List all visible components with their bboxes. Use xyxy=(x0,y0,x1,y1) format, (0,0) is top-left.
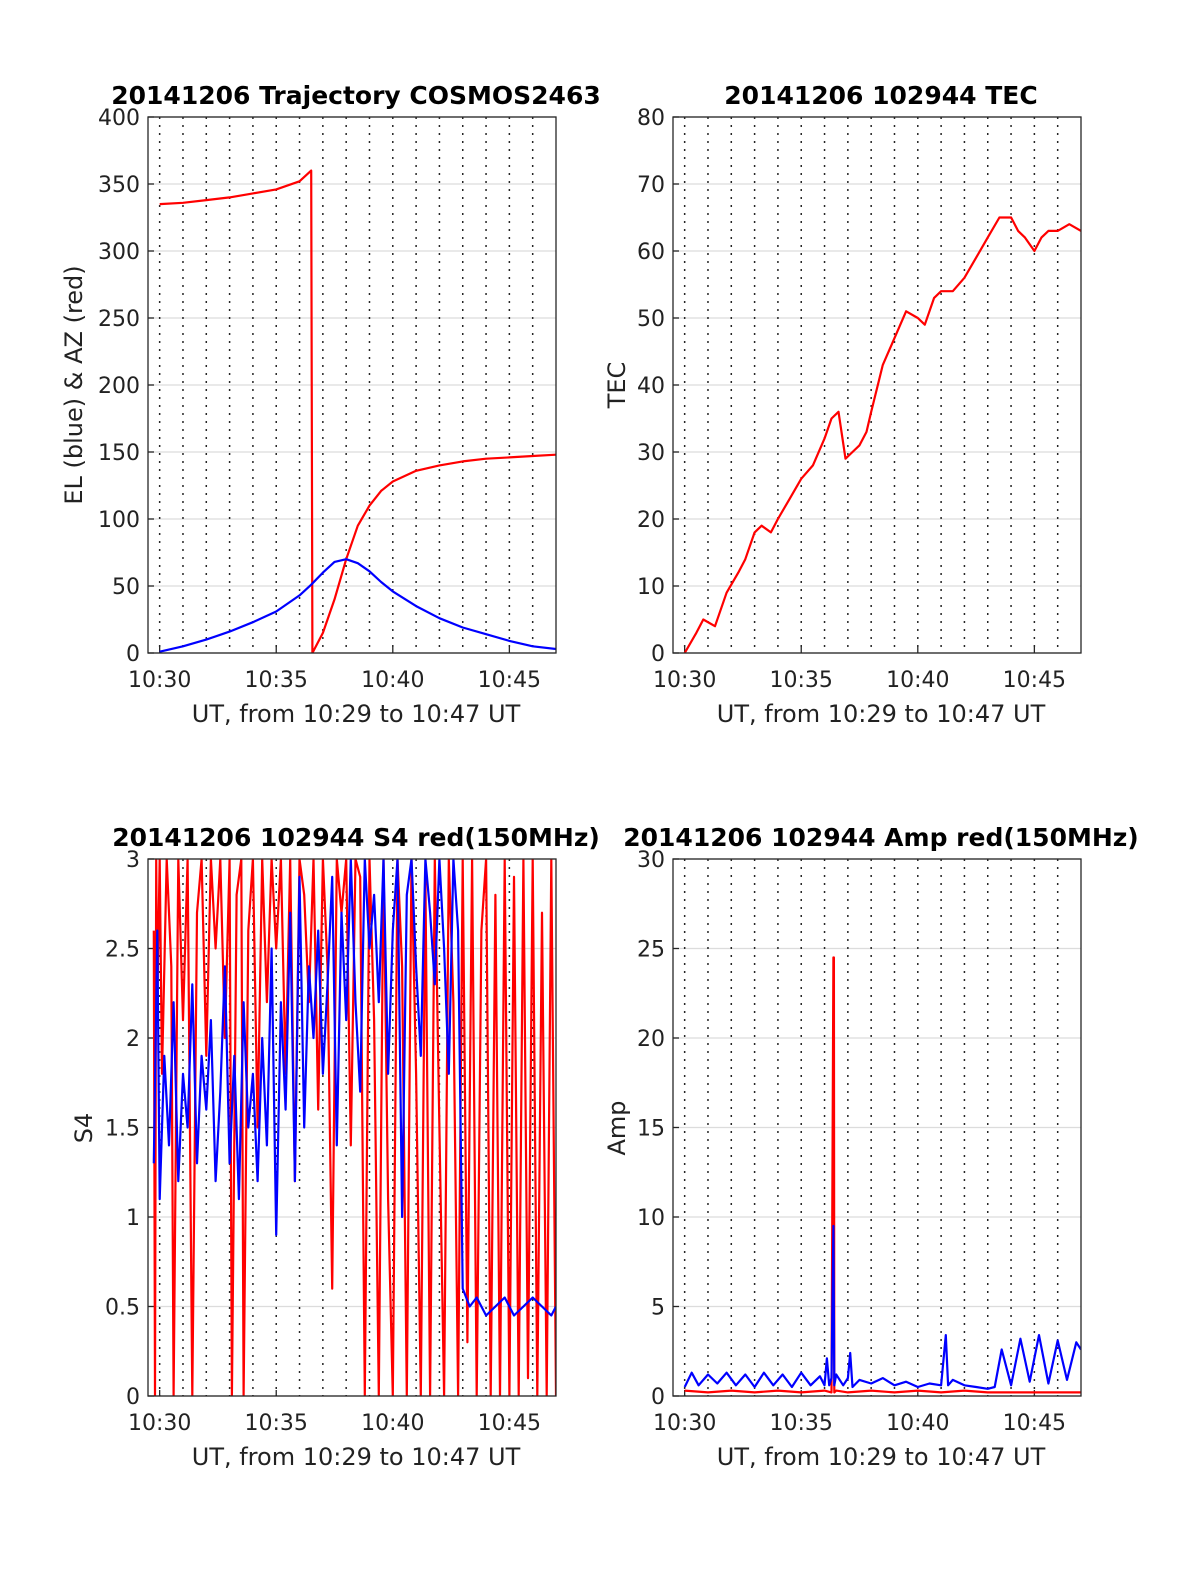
panel-title: 20141206 102944 Amp red(150MHz) xyxy=(623,823,1139,852)
y-axis-label: EL (blue) & AZ (red) xyxy=(60,265,88,504)
x-tick-label: 10:35 xyxy=(770,668,833,693)
panel-title: 20141206 102944 TEC xyxy=(724,81,1037,110)
x-tick-label: 10:40 xyxy=(886,668,949,693)
y-tick-label: 100 xyxy=(98,508,140,533)
x-tick-label: 10:40 xyxy=(361,668,424,693)
x-axis-label: UT, from 10:29 to 10:47 UT xyxy=(192,1443,521,1471)
x-tick-label: 10:30 xyxy=(128,1411,191,1436)
x-axis-label: UT, from 10:29 to 10:47 UT xyxy=(192,700,521,728)
axes-frame xyxy=(147,858,557,1397)
y-tick-label: 0 xyxy=(651,1385,665,1410)
axes-frame xyxy=(672,858,1082,1397)
y-tick-label: 3 xyxy=(126,848,140,873)
y-axis-label: TEC xyxy=(603,362,631,410)
y-tick-label: 50 xyxy=(637,307,665,332)
axes-frame xyxy=(672,116,1082,654)
x-tick-label: 10:45 xyxy=(478,1411,541,1436)
y-tick-label: 30 xyxy=(637,848,665,873)
axes-frame xyxy=(147,116,557,654)
y-tick-label: 20 xyxy=(637,508,665,533)
y-tick-label: 10 xyxy=(637,1206,665,1231)
series-line-blue xyxy=(159,558,556,653)
x-tick-label: 10:35 xyxy=(245,668,308,693)
y-tick-label: 20 xyxy=(637,1027,665,1052)
series-line-red xyxy=(152,859,556,1396)
series-line-blue xyxy=(152,859,556,1317)
x-tick-label: 10:35 xyxy=(245,1411,308,1436)
y-tick-label: 30 xyxy=(637,441,665,466)
x-tick-label: 10:40 xyxy=(886,1411,949,1436)
x-axis-label: UT, from 10:29 to 10:47 UT xyxy=(717,1443,1046,1471)
series-line-red xyxy=(684,956,1081,1394)
panel-title: 20141206 102944 S4 red(150MHz) xyxy=(112,823,600,852)
y-tick-label: 25 xyxy=(637,938,665,963)
x-tick-label: 10:30 xyxy=(128,668,191,693)
y-tick-label: 250 xyxy=(98,307,140,332)
y-axis-label: S4 xyxy=(70,1113,98,1144)
y-tick-label: 200 xyxy=(98,374,140,399)
x-tick-label: 10:45 xyxy=(478,668,541,693)
y-axis-label: Amp xyxy=(603,1100,631,1155)
panel-title: 20141206 Trajectory COSMOS2463 xyxy=(111,81,601,110)
y-tick-label: 350 xyxy=(98,173,140,198)
panel-trajectory: 20141206 Trajectory COSMOS2463 UT, from … xyxy=(60,81,601,728)
y-tick-label: 150 xyxy=(98,441,140,466)
y-tick-label: 0 xyxy=(126,1385,140,1410)
panel-s4: 20141206 102944 S4 red(150MHz) UT, from … xyxy=(70,823,600,1471)
y-tick-label: 2 xyxy=(126,1027,140,1052)
x-tick-label: 10:30 xyxy=(653,668,716,693)
y-tick-label: 10 xyxy=(637,575,665,600)
y-tick-label: 50 xyxy=(112,575,140,600)
y-tick-label: 5 xyxy=(651,1296,665,1321)
y-tick-label: 80 xyxy=(637,106,665,131)
y-tick-label: 60 xyxy=(637,240,665,265)
y-tick-label: 0 xyxy=(126,642,140,667)
y-tick-label: 2.5 xyxy=(105,938,140,963)
x-tick-label: 10:35 xyxy=(770,1411,833,1436)
y-tick-label: 0.5 xyxy=(105,1296,140,1321)
y-tick-label: 1.5 xyxy=(105,1117,140,1142)
x-tick-label: 10:40 xyxy=(361,1411,424,1436)
x-tick-label: 10:45 xyxy=(1003,668,1066,693)
series-line-red xyxy=(159,169,556,653)
y-tick-label: 400 xyxy=(98,106,140,131)
y-tick-label: 40 xyxy=(637,374,665,399)
panel-tec: 20141206 102944 TEC UT, from 10:29 to 10… xyxy=(603,81,1082,728)
y-tick-label: 300 xyxy=(98,240,140,265)
y-tick-label: 1 xyxy=(126,1206,140,1231)
panel-amp: 20141206 102944 Amp red(150MHz) UT, from… xyxy=(603,823,1139,1471)
y-tick-label: 15 xyxy=(637,1117,665,1142)
series-line-red xyxy=(683,216,1081,653)
x-axis-label: UT, from 10:29 to 10:47 UT xyxy=(717,700,1046,728)
x-tick-label: 10:30 xyxy=(653,1411,716,1436)
x-tick-label: 10:45 xyxy=(1003,1411,1066,1436)
series-line-blue xyxy=(683,1224,1081,1390)
y-tick-label: 0 xyxy=(651,642,665,667)
y-tick-label: 70 xyxy=(637,173,665,198)
